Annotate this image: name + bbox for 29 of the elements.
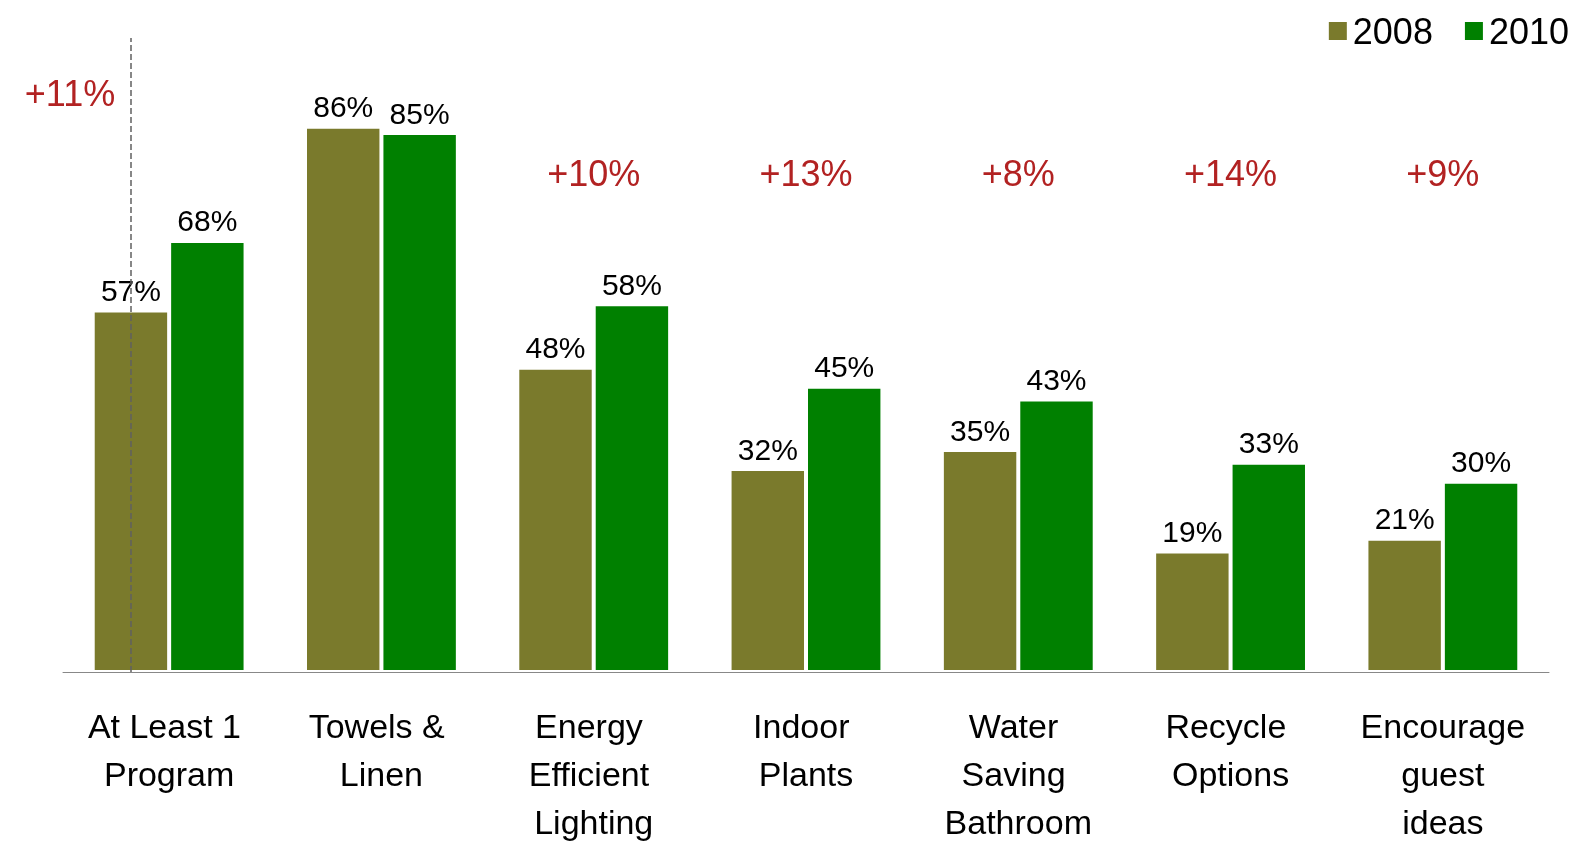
data-label: 86% — [313, 90, 374, 124]
annotation: +13% — [759, 152, 853, 194]
legend-label: 2010 — [1488, 10, 1570, 52]
data-label: 19% — [1162, 515, 1223, 549]
data-label: 45% — [814, 350, 875, 384]
data-label: 30% — [1451, 445, 1512, 479]
text: +11% — [24, 72, 116, 114]
x-tick-label: At Least 1 Program — [87, 707, 251, 793]
x-tick-label: Encourage guest ideas — [1360, 707, 1526, 841]
data-label: 48% — [525, 331, 586, 365]
data-label: 21% — [1374, 502, 1435, 536]
annotation: +9% — [1406, 152, 1480, 194]
x-tick-label: Energy Efficient Lighting — [528, 707, 659, 841]
data-label: 33% — [1238, 426, 1299, 460]
annotation: +14% — [1184, 152, 1278, 194]
data-label: 57% — [100, 274, 161, 308]
x-tick-label: Towels & Linen — [308, 707, 455, 793]
annotation: +10% — [547, 152, 641, 194]
data-label: 85% — [389, 96, 450, 130]
x-tick-label: Indoor Plants — [753, 707, 859, 793]
data-label: 35% — [950, 413, 1011, 447]
data-label: 58% — [601, 267, 662, 301]
data-label: 68% — [177, 204, 238, 238]
annotation: +8% — [981, 152, 1055, 194]
data-label: 32% — [737, 432, 798, 466]
x-tick-label: Recycle Options — [1165, 707, 1296, 793]
legend-label: 2008 — [1352, 10, 1433, 52]
x-tick-label: Water Saving Bathroom — [944, 707, 1092, 841]
data-label: 43% — [1026, 362, 1087, 396]
